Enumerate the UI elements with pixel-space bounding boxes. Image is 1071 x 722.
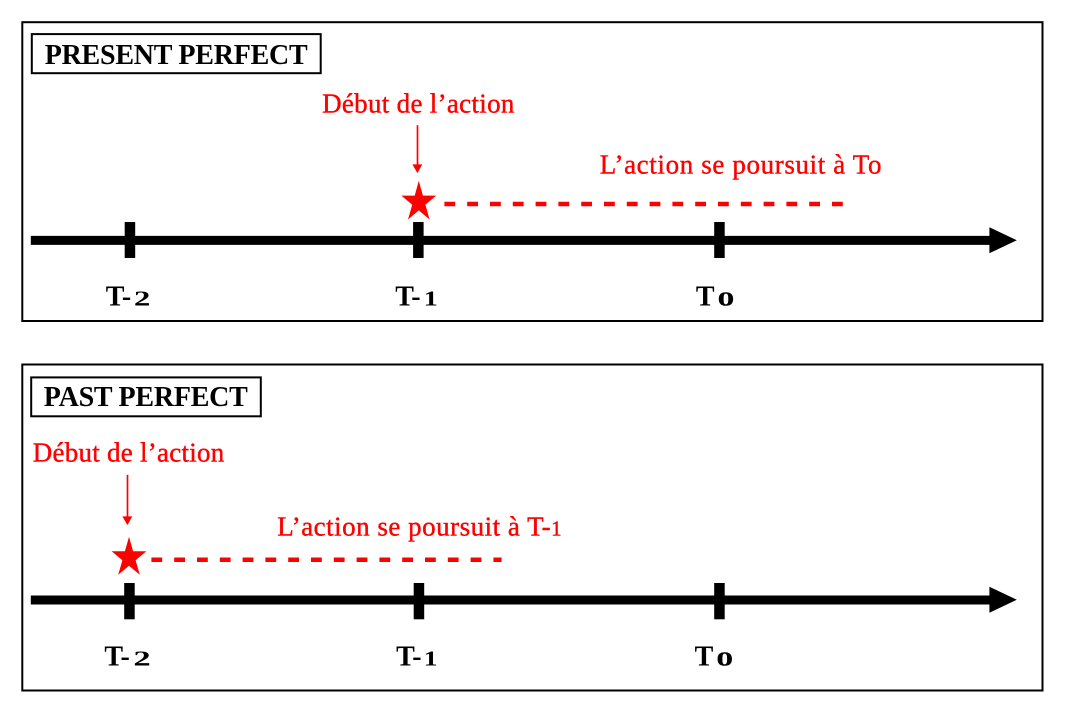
svg-text:1: 1 [424,286,438,310]
svg-text:2: 2 [134,286,151,310]
svg-text:T-: T- [104,642,129,673]
svg-text:PAST PERFECT: PAST PERFECT [44,382,248,413]
svg-text:o: o [716,642,733,673]
svg-text:1: 1 [424,647,438,671]
svg-text:Début de l’action: Début de l’action [33,437,225,467]
svg-text:L’action se poursuit à T-1: L’action se poursuit à T-1 [277,512,562,542]
svg-text:T-: T- [106,281,131,312]
svg-text:T-: T- [396,642,421,673]
svg-text:T: T [696,281,715,312]
svg-text:Début de l’action: Début de l’action [322,88,515,118]
svg-text:2: 2 [133,647,150,671]
svg-text:o: o [718,281,735,312]
svg-text:PRESENT PERFECT: PRESENT PERFECT [45,40,308,71]
svg-text:L’action se poursuit à To: L’action se poursuit à To [600,150,882,180]
svg-text:T: T [695,642,714,673]
svg-text:T-: T- [395,281,420,312]
